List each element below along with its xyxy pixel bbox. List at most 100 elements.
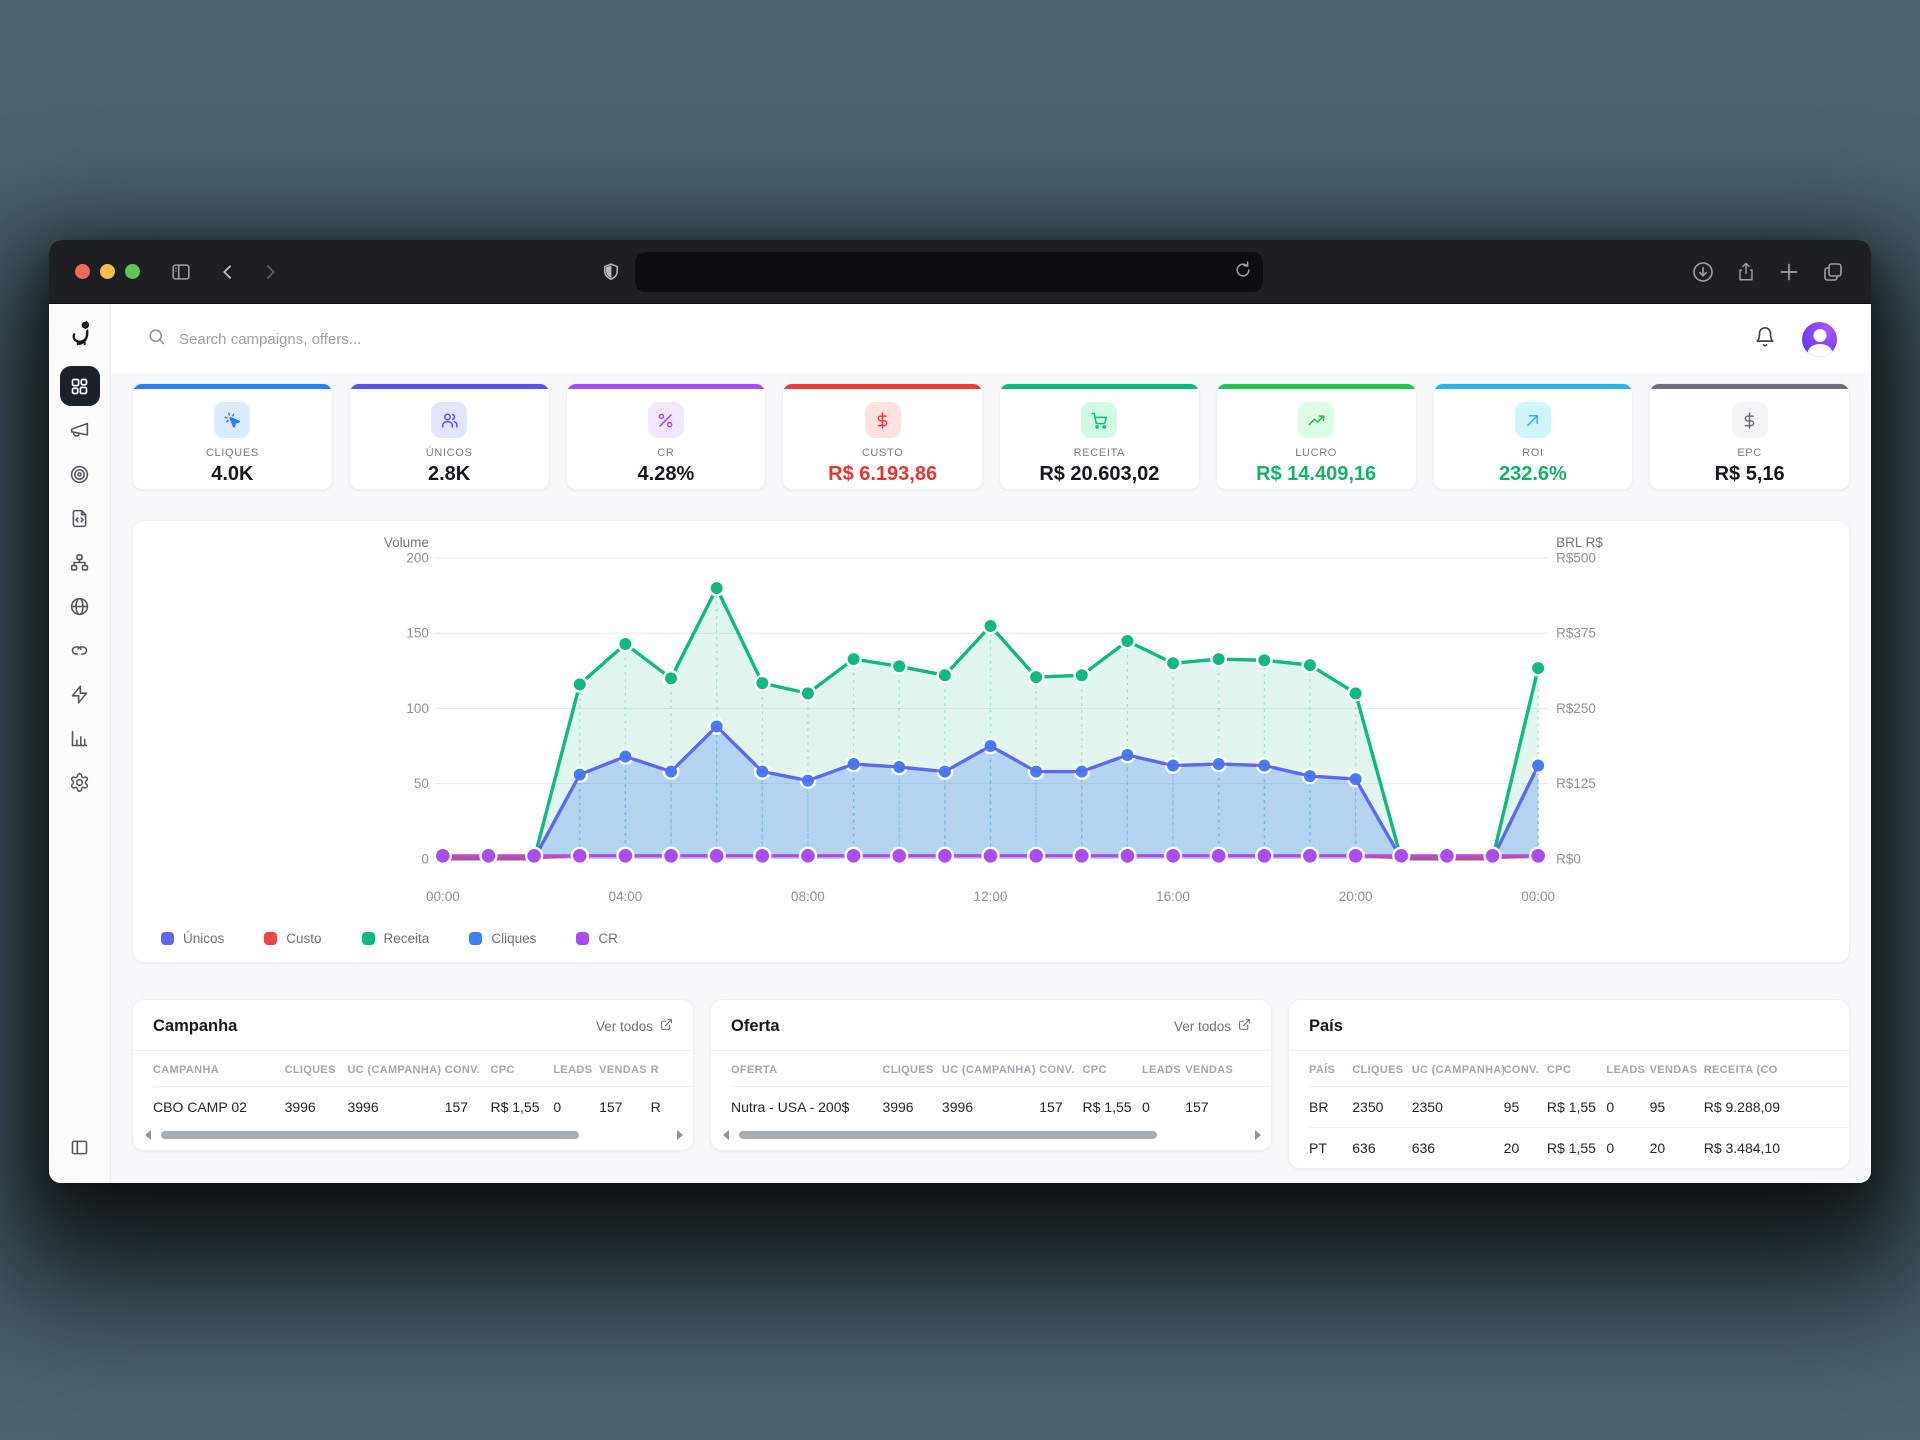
kpi-value: 232.6% [1498, 463, 1567, 485]
svg-text:R$125: R$125 [1556, 776, 1596, 791]
table-cell: 2350 [1352, 1085, 1412, 1128]
breakdown-tables: Campanha Ver todos CAMPANHA CLIQUES UC (CA… [132, 998, 1850, 1169]
table-row: BR 2350 2350 95 R$ 1,55 0 95 R$ 9.288,09 [1309, 1085, 1849, 1128]
url-bar[interactable] [635, 252, 1263, 292]
oferta-card: Oferta Ver todos OFERTA CLIQUES UC (CAMPAN… [710, 998, 1272, 1151]
scroll-left-arrow[interactable] [723, 1129, 729, 1140]
svg-text:200: 200 [406, 550, 429, 565]
table-row: PT 636 636 20 R$ 1,55 0 20 R$ 3.484,10 [1309, 1126, 1849, 1168]
kpi-dollar-icon [1731, 402, 1768, 438]
column-header: CLIQUES [882, 1063, 934, 1076]
sidebar-item-reports-bar-chart-icon[interactable] [60, 718, 100, 758]
table-cell: 20 [1503, 1126, 1547, 1168]
table-row: CBO CAMP 02 3996 3996 157 R$ 1,55 0 157 R [153, 1085, 693, 1127]
share-icon[interactable] [1735, 260, 1757, 284]
kpi-value: R$ 5,16 [1714, 463, 1785, 485]
column-header: CPC [490, 1063, 515, 1076]
sidebar-item-links-chain-icon[interactable] [60, 630, 100, 670]
column-header: LEADS [1606, 1063, 1646, 1076]
sidebar-item-campaigns-megaphone-icon[interactable] [60, 410, 100, 450]
scroll-right-arrow[interactable] [1255, 1129, 1261, 1140]
legend-label: Custo [286, 930, 322, 946]
svg-text:R$375: R$375 [1556, 626, 1596, 641]
back-button-icon[interactable] [218, 262, 238, 282]
column-header: CAMPANHA [153, 1063, 219, 1076]
table-cell: PT [1309, 1126, 1353, 1168]
kpi-label: EPC [1737, 447, 1762, 459]
notifications-bell-icon[interactable] [1754, 326, 1776, 353]
oferta-ver-todos-link[interactable]: Ver todos [1174, 1018, 1251, 1034]
scrollbar-thumb[interactable] [739, 1130, 1158, 1139]
campanha-title: Campanha [153, 1016, 238, 1035]
kpi-card-receita: RECEITA R$ 20.603,02 [999, 383, 1200, 490]
legend-label: Receita [383, 930, 430, 946]
sidebar-item-dashboard[interactable] [59, 366, 100, 406]
table-cell: 157 [1185, 1085, 1271, 1127]
column-header: CPC [1546, 1063, 1572, 1076]
kpi-accent-bar [783, 384, 982, 389]
reload-icon[interactable] [1233, 260, 1253, 285]
minimize-window-button[interactable] [100, 264, 115, 279]
tab-overview-icon[interactable] [1821, 260, 1845, 284]
legend-item-cliques[interactable]: Cliques [469, 931, 536, 946]
downloads-icon[interactable] [1691, 260, 1715, 284]
new-tab-icon[interactable] [1777, 260, 1801, 284]
column-header: LEADS [1141, 1063, 1181, 1076]
table-header-row: OFERTA CLIQUES UC (CAMPANHA) CONV. CPC LEADS V… [731, 1051, 1271, 1087]
table-cell: 3996 [347, 1085, 445, 1127]
sidebar-item-landers-file-code-icon[interactable] [60, 498, 100, 538]
app-header: Search campaigns, offers... [111, 304, 1871, 375]
app-logo-dog[interactable] [64, 316, 96, 348]
kpi-percent-icon [647, 402, 684, 438]
campanha-ver-todos-link[interactable]: Ver todos [596, 1018, 673, 1034]
search-icon [147, 327, 166, 351]
legend-item-cr[interactable]: CR [576, 931, 618, 946]
column-header: CONV. [1503, 1063, 1540, 1076]
sidebar-item-flows-sitemap-icon[interactable] [60, 542, 100, 582]
scroll-right-arrow[interactable] [677, 1129, 683, 1140]
table-cell: R$ 1,55 [490, 1085, 554, 1127]
zoom-window-button[interactable] [125, 264, 140, 279]
legend-swatch [161, 931, 174, 945]
horizontal-scrollbar[interactable] [159, 1130, 669, 1139]
kpi-cursor-click-icon [214, 402, 251, 438]
table-cell: R$ 3.484,10 [1703, 1126, 1849, 1168]
user-avatar[interactable] [1802, 321, 1837, 357]
search-input[interactable]: Search campaigns, offers... [147, 327, 1754, 351]
column-header: CONV. [444, 1063, 481, 1076]
kpi-card-cliques: CLIQUES 4.0K [132, 383, 333, 490]
legend-item-únicos[interactable]: Únicos [161, 931, 224, 946]
kpi-value: 4.0K [211, 463, 254, 485]
column-header: CLIQUES [284, 1063, 336, 1076]
sidebar-item-automations-zap-icon[interactable] [60, 674, 100, 714]
legend-item-custo[interactable]: Custo [264, 930, 322, 946]
svg-text:08:00: 08:00 [791, 889, 825, 904]
close-window-button[interactable] [75, 264, 90, 279]
scroll-left-arrow[interactable] [145, 1129, 151, 1140]
sidebar-item-domains-globe-icon[interactable] [60, 586, 100, 626]
sidebar-toggle-icon[interactable] [170, 261, 192, 283]
kpi-trend-up-icon [1298, 402, 1335, 438]
kpi-users-icon [431, 402, 468, 438]
table-cell: 0 [1141, 1085, 1186, 1127]
column-header: CPC [1082, 1063, 1107, 1076]
column-header: CONV. [1039, 1063, 1075, 1076]
column-header: OFERTA [731, 1063, 778, 1076]
horizontal-scrollbar[interactable] [737, 1130, 1247, 1139]
table-cell: 157 [444, 1085, 491, 1127]
sidebar-collapse-icon[interactable] [60, 1127, 100, 1167]
sidebar-item-settings-gear-icon[interactable] [60, 762, 100, 802]
kpi-value: R$ 14.409,16 [1256, 463, 1377, 485]
column-header: PAÍS [1309, 1063, 1336, 1076]
table-cell: R [650, 1085, 693, 1127]
table-row: Nutra - USA - 200$ 3996 3996 157 R$ 1,55 0 157 [731, 1085, 1271, 1127]
forward-button-icon[interactable] [260, 262, 280, 282]
svg-text:00:00: 00:00 [426, 889, 460, 904]
sidebar-item-offers-target-icon[interactable] [60, 454, 100, 494]
shield-icon[interactable] [601, 261, 621, 283]
column-header: LEADS [553, 1063, 593, 1076]
legend-swatch [576, 931, 590, 945]
table-cell: R$ 1,55 [1082, 1085, 1142, 1127]
legend-item-receita[interactable]: Receita [361, 930, 430, 946]
scrollbar-thumb[interactable] [161, 1130, 580, 1139]
